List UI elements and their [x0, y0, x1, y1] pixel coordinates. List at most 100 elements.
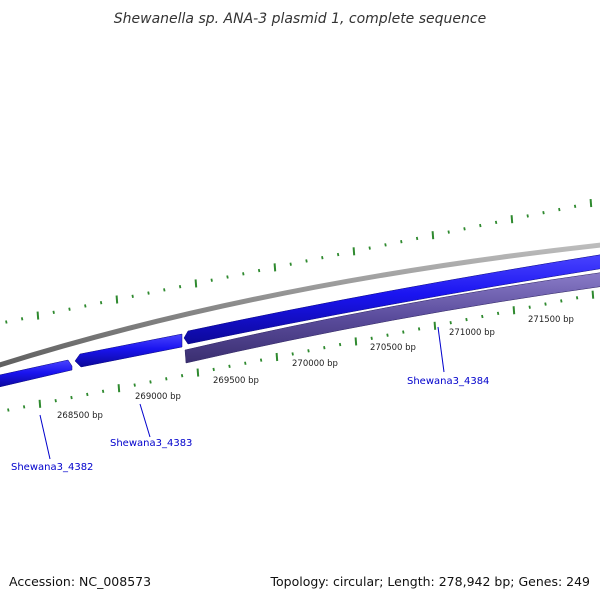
major-tick [273, 263, 277, 272]
minor-tick [86, 392, 89, 397]
minor-tick [494, 220, 498, 225]
major-tick [196, 368, 200, 377]
major-tick [354, 337, 358, 346]
minor-tick [558, 207, 561, 212]
minor-tick [560, 299, 563, 303]
minor-tick [22, 405, 26, 409]
minor-tick [321, 256, 324, 260]
minor-tick [212, 367, 215, 372]
minor-tick [542, 211, 545, 215]
minor-tick [52, 310, 55, 315]
major-tick [510, 215, 514, 224]
minor-tick [338, 342, 342, 347]
minor-tick [463, 227, 466, 231]
minor-tick [291, 352, 294, 356]
gene-label-leader [139, 403, 151, 438]
minor-tick [384, 243, 387, 247]
minor-tick [149, 380, 152, 384]
page-title: Shewanella sp. ANA-3 plasmid 1, complete… [114, 11, 486, 27]
bp-label: 271500 bp [528, 315, 574, 325]
minor-tick [449, 321, 452, 325]
gene-shewana3-4383-arrow [74, 333, 183, 368]
minor-tick [526, 214, 529, 218]
topology-summary: Topology: circular; Length: 278,942 bp; … [270, 574, 591, 589]
minor-tick [465, 317, 468, 322]
minor-tick [228, 364, 231, 369]
minor-tick [180, 374, 184, 378]
major-tick [115, 295, 119, 304]
minor-tick [305, 259, 308, 263]
minor-tick [528, 305, 531, 309]
minor-tick [84, 304, 87, 308]
major-tick [512, 306, 516, 315]
sequence-backbone [0, 242, 600, 368]
minor-tick [242, 272, 245, 276]
minor-tick [226, 275, 229, 279]
major-tick [38, 399, 42, 408]
major-tick [431, 231, 435, 240]
major-tick [352, 247, 356, 256]
minor-tick [573, 204, 577, 208]
gene-shewana3-4382-arrow [0, 359, 73, 388]
bp-label: 269000 bp [135, 392, 181, 402]
gene-shewana3-4384-forward-arrow [183, 254, 600, 345]
minor-tick [415, 236, 419, 241]
minor-tick [259, 358, 263, 362]
minor-tick [178, 284, 182, 289]
major-tick [275, 352, 279, 362]
minor-tick [68, 307, 71, 311]
major-tick [194, 279, 198, 288]
inner-tick-row [7, 290, 595, 412]
minor-tick [147, 291, 150, 295]
minor-tick [481, 314, 484, 319]
minor-tick [417, 327, 421, 331]
minor-tick [133, 383, 136, 387]
gene-shewana3-4384-arrow [184, 272, 600, 364]
minor-tick [131, 294, 134, 298]
minor-tick [163, 288, 166, 292]
major-tick [117, 384, 121, 393]
minor-tick [20, 317, 24, 321]
bp-label: 271000 bp [449, 328, 495, 338]
bp-label: 269500 bp [213, 376, 259, 386]
minor-tick [575, 296, 579, 300]
minor-tick [244, 361, 247, 365]
minor-tick [368, 246, 371, 250]
minor-tick [400, 239, 403, 244]
minor-tick [544, 302, 547, 306]
major-tick [36, 311, 40, 320]
minor-tick [165, 377, 168, 381]
minor-tick [5, 320, 8, 324]
gene-label-shewana3-4382[interactable]: Shewana3_4382 [11, 462, 93, 473]
minor-tick [99, 301, 103, 305]
gene-label-shewana3-4383[interactable]: Shewana3_4383 [110, 438, 192, 449]
minor-tick [479, 223, 482, 228]
minor-tick [307, 349, 310, 353]
accession-text: Accession: NC_008573 [9, 574, 151, 589]
major-tick [433, 321, 437, 330]
gene-label-leader [437, 326, 445, 373]
minor-tick [70, 395, 73, 400]
minor-tick [386, 333, 389, 337]
minor-tick [323, 345, 326, 350]
minor-tick [370, 336, 373, 340]
gene-label-leader [39, 414, 51, 460]
minor-tick [402, 330, 405, 334]
minor-tick [54, 398, 57, 403]
bp-label: 270000 bp [292, 359, 338, 369]
bp-label: 268500 bp [57, 411, 103, 421]
minor-tick [210, 278, 213, 282]
major-tick [591, 290, 595, 299]
minor-tick [101, 389, 105, 393]
minor-tick [447, 230, 450, 234]
minor-tick [7, 408, 10, 412]
minor-tick [496, 311, 500, 316]
bp-label: 270500 bp [370, 343, 416, 353]
gene-label-shewana3-4384[interactable]: Shewana3_4384 [407, 376, 489, 387]
minor-tick [336, 252, 340, 257]
minor-tick [289, 262, 292, 266]
minor-tick [257, 268, 261, 273]
major-tick [589, 199, 593, 208]
outer-tick-row [5, 199, 593, 324]
